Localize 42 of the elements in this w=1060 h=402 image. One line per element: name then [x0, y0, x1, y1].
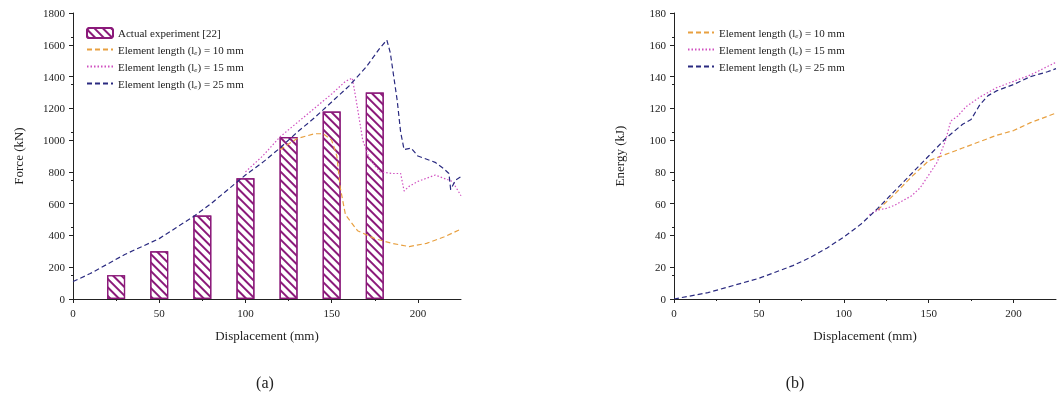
y-tick-label: 40: [655, 229, 667, 242]
y-tick-label: 1000: [43, 134, 66, 147]
x-tick-label: 0: [671, 306, 678, 319]
line-series: [877, 112, 1057, 211]
x-tick-label: 200: [409, 306, 427, 319]
y-tick-label: 200: [48, 261, 66, 274]
x-tick-label: 150: [323, 306, 341, 319]
y-axis-title: Force (kN): [11, 127, 26, 185]
y-tick-label: 100: [649, 134, 667, 147]
y-tick-label: 160: [649, 38, 667, 51]
line-series: [244, 77, 462, 197]
y-tick-label: 1600: [43, 38, 66, 51]
y-tick-label: 1800: [43, 7, 66, 19]
x-tick-label: 150: [920, 306, 938, 319]
y-tick-label: 140: [649, 70, 667, 83]
x-tick-label: 200: [1005, 306, 1023, 319]
x-tick-label: 0: [70, 306, 77, 319]
y-tick-label: 60: [655, 197, 667, 210]
x-tick-label: 50: [153, 306, 166, 319]
x-axis-title: Displacement (mm): [813, 328, 917, 343]
line-series: [72, 39, 462, 283]
y-tick-label: 600: [48, 197, 66, 210]
y-tick-label: 20: [655, 261, 667, 274]
y-tick-label: 0: [59, 293, 66, 305]
text: (a): [256, 373, 274, 392]
y-tick-label: 1400: [43, 70, 66, 83]
y-tick-label: 120: [649, 102, 667, 115]
x-tick-label: 100: [237, 306, 255, 319]
y-tick-label: 0: [660, 293, 667, 305]
y-axis-title: Energy (kJ): [612, 125, 627, 187]
y-tick-label: 400: [48, 229, 66, 242]
y-tick-label: 800: [48, 165, 66, 178]
line-series: [279, 133, 462, 248]
x-tick-label: 100: [835, 306, 853, 319]
y-tick-label: 80: [655, 165, 667, 178]
y-tick-label: 1200: [43, 102, 66, 115]
x-axis-title: Displacement (mm): [215, 328, 319, 343]
legend-label: Actual experiment [22]: [118, 27, 221, 39]
x-tick-label: 50: [753, 306, 765, 319]
text: (b): [785, 373, 805, 392]
line-series: [868, 61, 1057, 216]
y-tick-label: 180: [649, 7, 667, 19]
